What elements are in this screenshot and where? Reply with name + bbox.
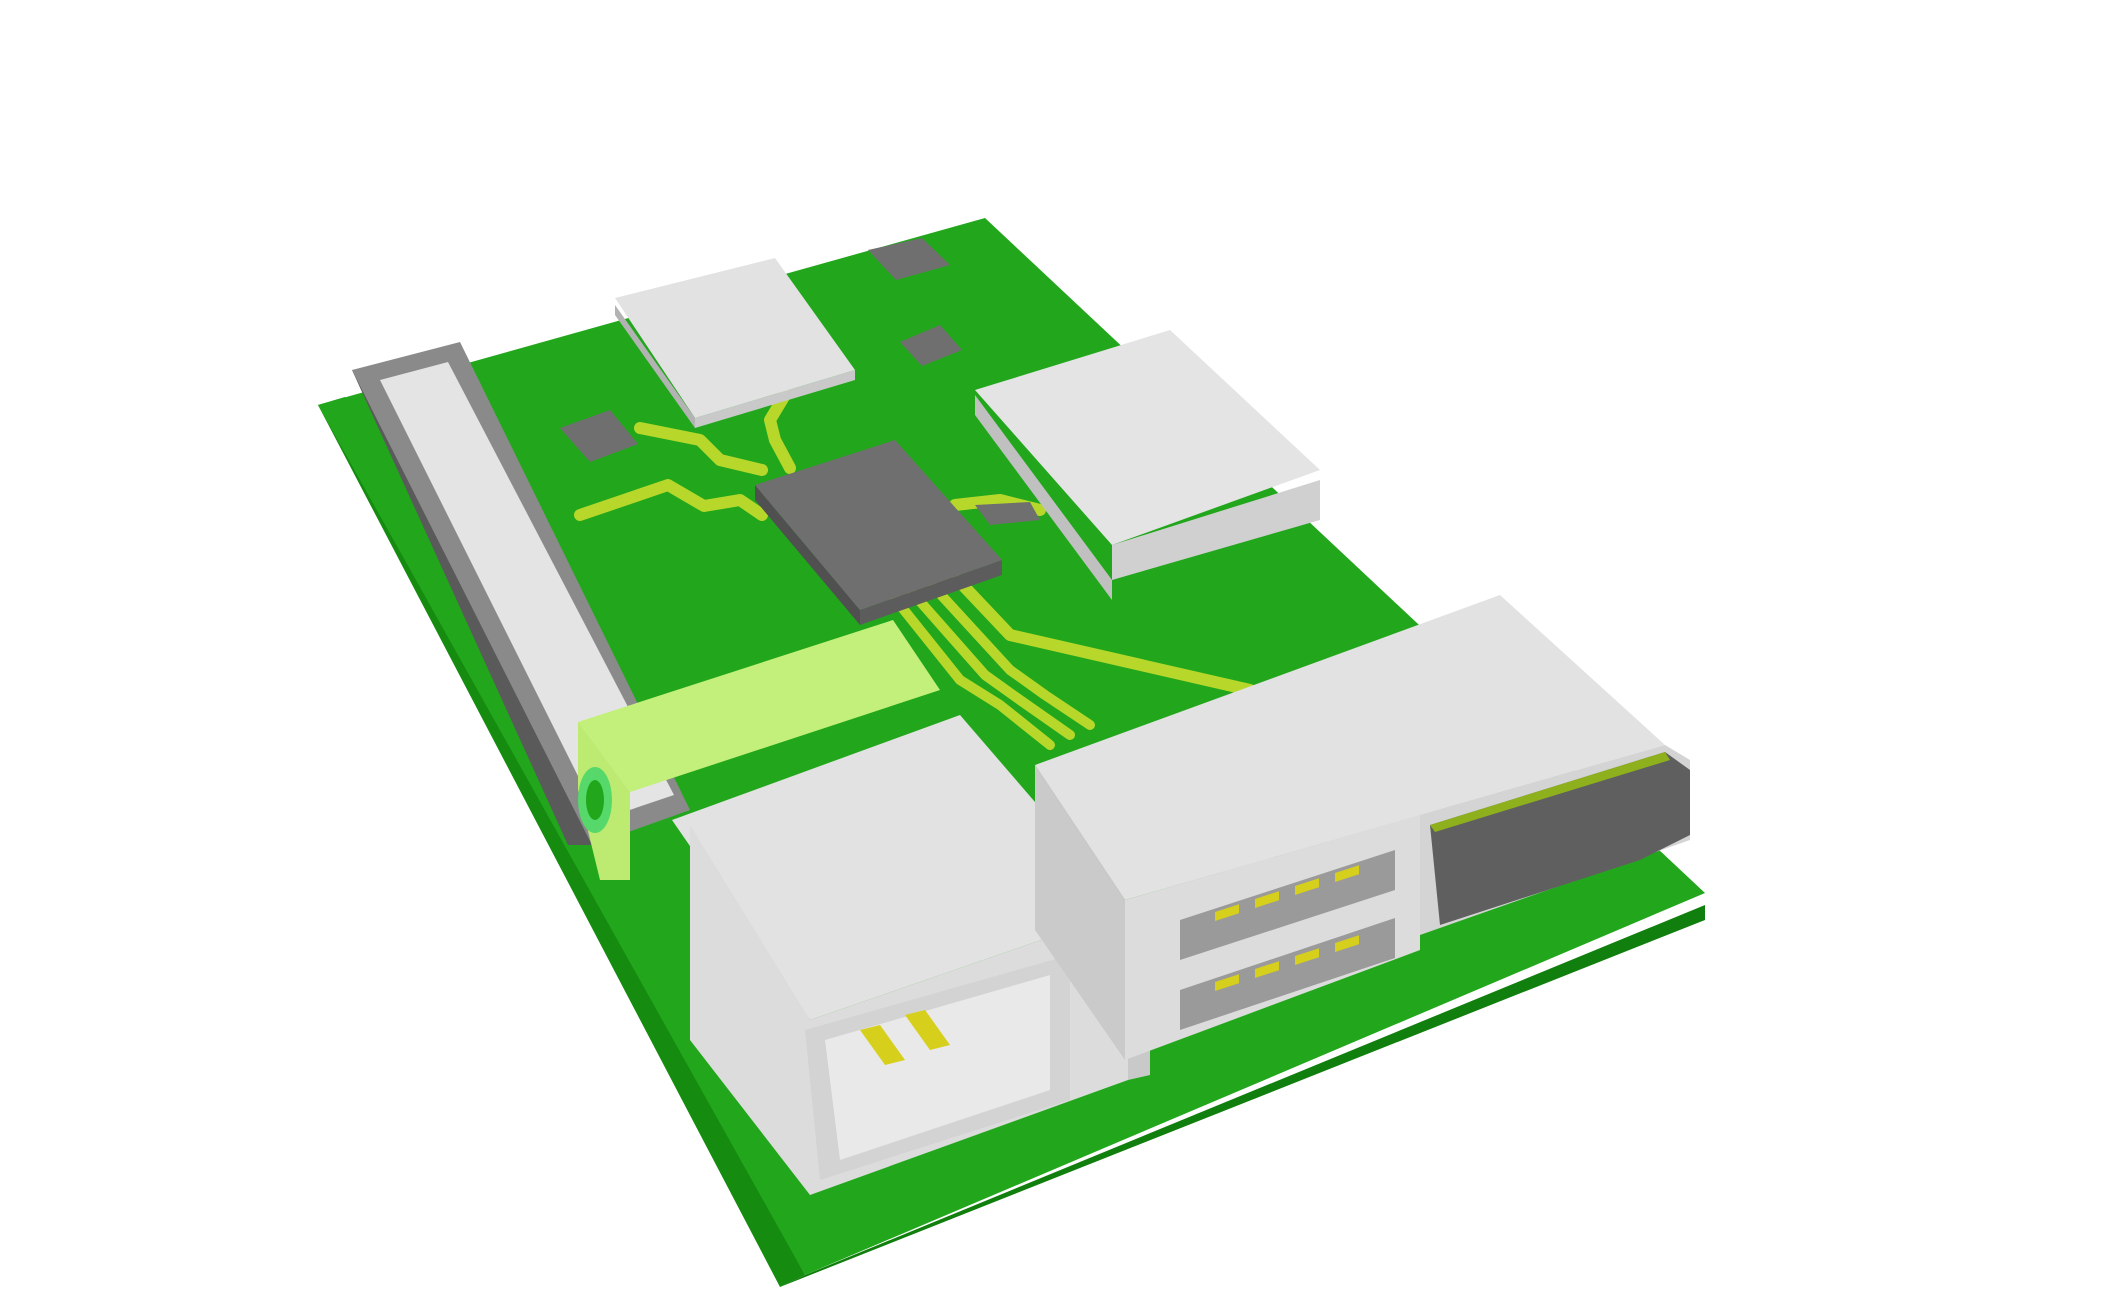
usb-top: [1035, 595, 1665, 900]
usb-pin: [1335, 865, 1359, 883]
pin-gold: [905, 1010, 950, 1050]
module-front: [1112, 480, 1320, 580]
small-ic: [560, 410, 638, 462]
usb-pin: [1335, 935, 1359, 953]
chip-side-left: [755, 485, 860, 625]
ethernet-block: [1430, 752, 1690, 925]
pin-gold: [860, 1025, 905, 1065]
board-side-front: [780, 905, 1705, 1287]
chip-side-front: [860, 560, 1002, 625]
module-side-front: [695, 370, 855, 428]
jack-top: [578, 620, 940, 792]
main-processor-chip: [755, 440, 1040, 625]
ethernet-port: [1420, 745, 1690, 935]
module-top: [975, 330, 1320, 545]
trace: [634, 422, 768, 476]
jack-socket-hole: [586, 780, 604, 820]
small-ic-group: [560, 238, 962, 462]
usb-side: [1035, 765, 1125, 1060]
usb-pin: [1295, 948, 1319, 966]
port-opening-inner: [825, 975, 1050, 1160]
small-ic: [900, 325, 962, 366]
power-module: [975, 330, 1320, 600]
trace: [905, 585, 1075, 740]
usb-pin: [1255, 891, 1279, 909]
trace: [764, 389, 796, 474]
trace: [883, 585, 1055, 750]
trace: [574, 479, 768, 521]
trace: [952, 574, 1256, 696]
usb-pin: [1215, 904, 1239, 921]
module-top: [615, 258, 855, 418]
module-side: [975, 395, 1112, 600]
port-top: [672, 715, 1128, 1020]
audio-jack: [578, 620, 940, 880]
usb-pin: [1255, 961, 1279, 979]
trace-group: [574, 389, 1256, 750]
usb-pin: [1215, 974, 1239, 991]
header-inner: [380, 362, 674, 820]
usb-pin: [1295, 878, 1319, 896]
chip-tab: [975, 502, 1040, 525]
trace: [927, 580, 1095, 730]
module-side: [615, 305, 695, 428]
usb-dual-stack: [1035, 595, 1665, 1060]
memory-module: [615, 258, 855, 428]
ethernet-highlight: [1430, 752, 1670, 832]
small-ic: [868, 238, 950, 280]
chip-top: [755, 440, 1002, 610]
